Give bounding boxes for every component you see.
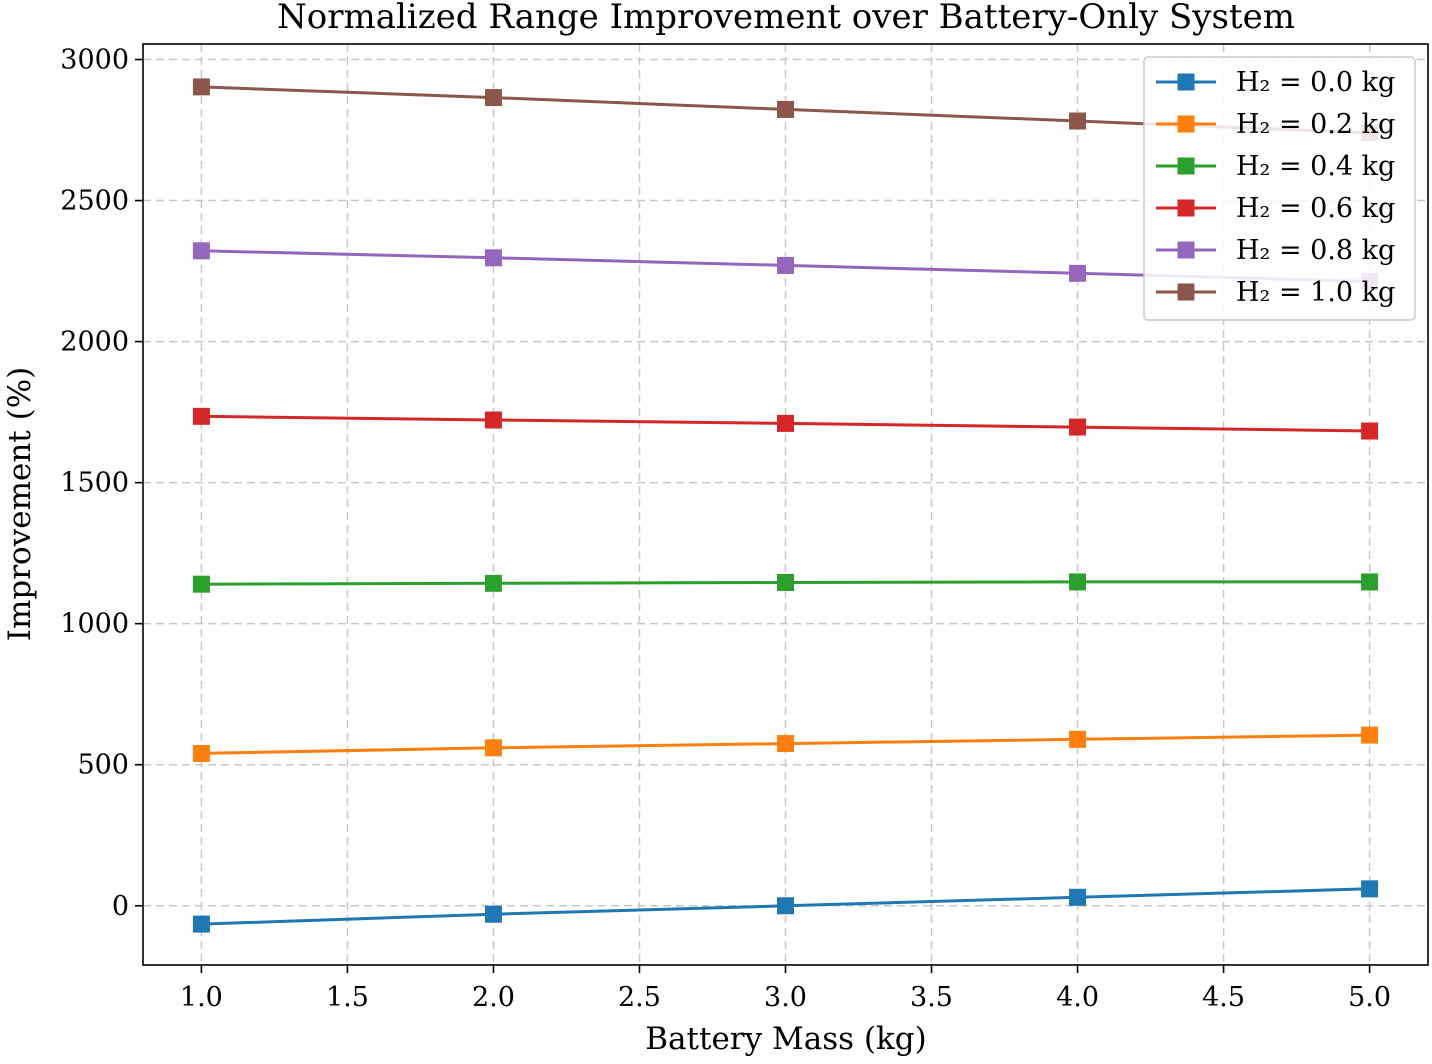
data-point-marker: [777, 735, 794, 753]
x-tick-label: 5.0: [1348, 982, 1391, 1013]
data-point-marker: [192, 915, 210, 933]
legend-label: H₂ = 0.8 kg: [1236, 235, 1395, 266]
data-point-marker: [484, 411, 502, 429]
data-point-marker: [1361, 726, 1379, 744]
legend-item: H₂ = 0.6 kg: [1156, 193, 1395, 224]
data-point-marker: [484, 89, 502, 107]
data-point-marker: [192, 78, 210, 96]
legend-label: H₂ = 0.0 kg: [1236, 67, 1395, 98]
x-tick-label: 4.5: [1202, 982, 1245, 1013]
x-tick-label: 2.0: [472, 982, 515, 1013]
legend-label: H₂ = 0.4 kg: [1236, 151, 1395, 182]
data-point-marker: [192, 575, 210, 593]
series: [192, 407, 1379, 440]
y-tick-label: 2500: [60, 186, 129, 217]
data-point-marker: [484, 905, 502, 923]
data-point-marker: [1361, 573, 1379, 591]
series: [192, 880, 1379, 933]
x-tick-label: 1.5: [326, 982, 369, 1013]
data-point-marker: [484, 739, 502, 757]
data-point-marker: [192, 744, 210, 762]
data-point-marker: [192, 407, 210, 425]
y-tick-label: 3000: [60, 45, 129, 76]
legend-marker: [1177, 283, 1195, 301]
x-tick-label: 4.0: [1056, 982, 1099, 1013]
y-tick-label: 1500: [60, 468, 129, 499]
legend-marker: [1177, 115, 1195, 133]
y-tick-label: 0: [112, 891, 129, 922]
y-axis-label: Improvement (%): [2, 367, 38, 642]
y-tick-label: 2000: [60, 327, 129, 358]
legend-item: H₂ = 1.0 kg: [1156, 277, 1395, 308]
legend-item: H₂ = 0.2 kg: [1156, 109, 1395, 140]
series: [192, 726, 1379, 762]
data-point-marker: [484, 249, 502, 267]
data-point-marker: [1361, 422, 1379, 440]
legend-marker: [1177, 157, 1195, 175]
chart-title: Normalized Range Improvement over Batter…: [277, 0, 1295, 37]
series: [192, 573, 1379, 593]
data-point-marker: [777, 414, 794, 432]
x-tick-label: 3.5: [910, 982, 953, 1013]
legend-label: H₂ = 1.0 kg: [1236, 277, 1395, 308]
data-point-marker: [777, 256, 794, 274]
legend-label: H₂ = 0.6 kg: [1236, 193, 1395, 224]
data-point-marker: [1069, 730, 1087, 748]
data-point-marker: [777, 100, 794, 118]
legend-marker: [1177, 241, 1195, 259]
legend-item: H₂ = 0.8 kg: [1156, 235, 1395, 266]
axis-ticks: 1.0 1.5 2.0 2.5 3.0 3.5 4.0 4.5 5.0 0 500 1000 1500 2…: [60, 45, 1391, 1013]
legend-marker: [1177, 199, 1195, 217]
legend-label: H₂ = 0.2 kg: [1236, 109, 1395, 140]
data-point-marker: [484, 574, 502, 592]
legend-item: H₂ = 0.0 kg: [1156, 67, 1395, 98]
y-tick-label: 1000: [60, 609, 129, 640]
data-point-marker: [192, 242, 210, 260]
x-tick-label: 1.0: [180, 982, 223, 1013]
data-point-marker: [1361, 880, 1379, 898]
data-point-marker: [777, 573, 794, 591]
y-tick-label: 500: [77, 750, 129, 781]
legend-item: H₂ = 0.4 kg: [1156, 151, 1395, 182]
data-point-marker: [1069, 112, 1087, 130]
data-point-marker: [1069, 888, 1087, 906]
legend: H₂ = 0.0 kg H₂ = 0.2 kg H₂ = 0.4 kg H₂ = 0.…: [1143, 56, 1416, 321]
x-axis-label: Battery Mass (kg): [645, 1021, 926, 1057]
data-point-marker: [1069, 418, 1087, 436]
data-point-marker: [1069, 573, 1087, 591]
data-point-marker: [777, 897, 794, 915]
data-point-marker: [1069, 264, 1087, 282]
x-tick-label: 2.5: [618, 982, 661, 1013]
x-tick-label: 3.0: [764, 982, 807, 1013]
legend-marker: [1177, 73, 1195, 91]
